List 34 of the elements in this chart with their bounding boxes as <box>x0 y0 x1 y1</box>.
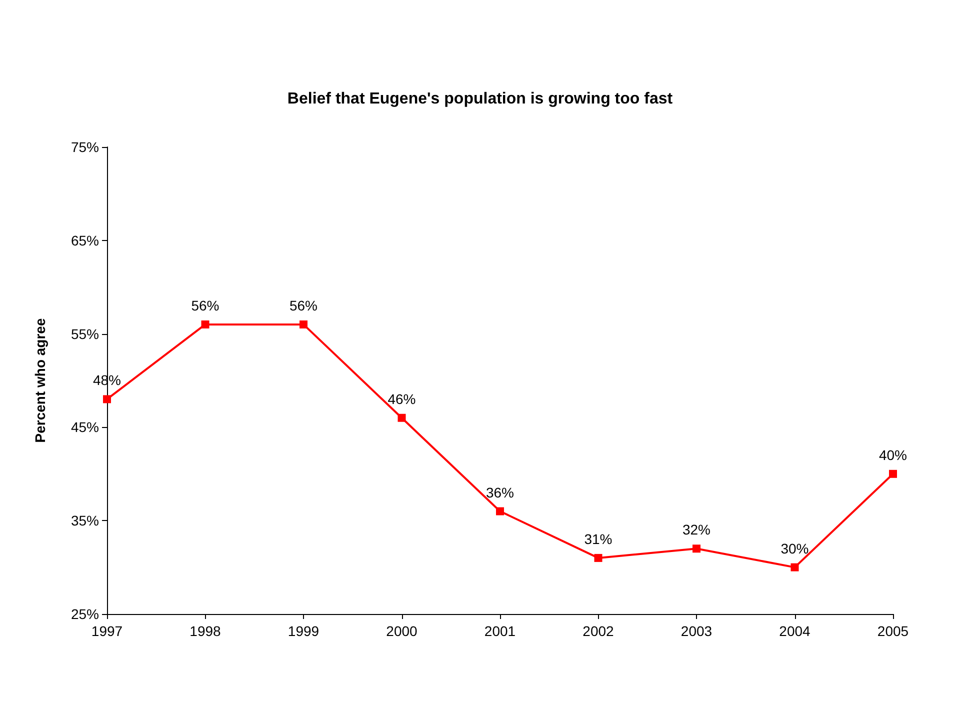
data-label: 40% <box>878 446 908 463</box>
y-tick-label: 35% <box>70 512 99 529</box>
x-tick-label: 2005 <box>877 623 909 639</box>
chart-title: Belief that Eugene's population is growing too fast <box>287 90 674 108</box>
data-label: 46% <box>388 390 416 407</box>
data-label: 36% <box>486 484 514 500</box>
x-tick-label: 2002 <box>582 623 614 639</box>
x-tick-label: 2004 <box>779 623 811 639</box>
x-tick-label: 1997 <box>91 623 123 639</box>
y-tick-label: 55% <box>70 326 99 342</box>
point <box>594 554 602 562</box>
point <box>201 320 210 328</box>
data-label: 56% <box>191 297 220 314</box>
x-tick-label: 2001 <box>484 623 516 639</box>
y-tick-label: 45% <box>70 419 99 436</box>
point <box>496 507 504 516</box>
data-label: 30% <box>780 540 809 556</box>
data-label: 56% <box>289 297 318 314</box>
point <box>300 320 308 328</box>
point <box>692 544 700 553</box>
x-tick-label: 2000 <box>386 623 418 639</box>
y-axis-title: Percent who agree <box>32 318 48 443</box>
x-tick-label: 2003 <box>680 623 712 639</box>
point <box>790 563 799 572</box>
point <box>103 395 111 404</box>
data-label: 32% <box>682 522 711 538</box>
x-tick-label: 1998 <box>190 623 222 639</box>
y-tick-label: 75% <box>70 139 99 155</box>
point <box>889 470 897 478</box>
x-tick-label: 1999 <box>288 623 320 639</box>
data-label: 31% <box>584 530 612 547</box>
y-tick-label: 65% <box>70 232 99 248</box>
point <box>398 414 406 422</box>
y-tick-label: 25% <box>70 606 99 622</box>
